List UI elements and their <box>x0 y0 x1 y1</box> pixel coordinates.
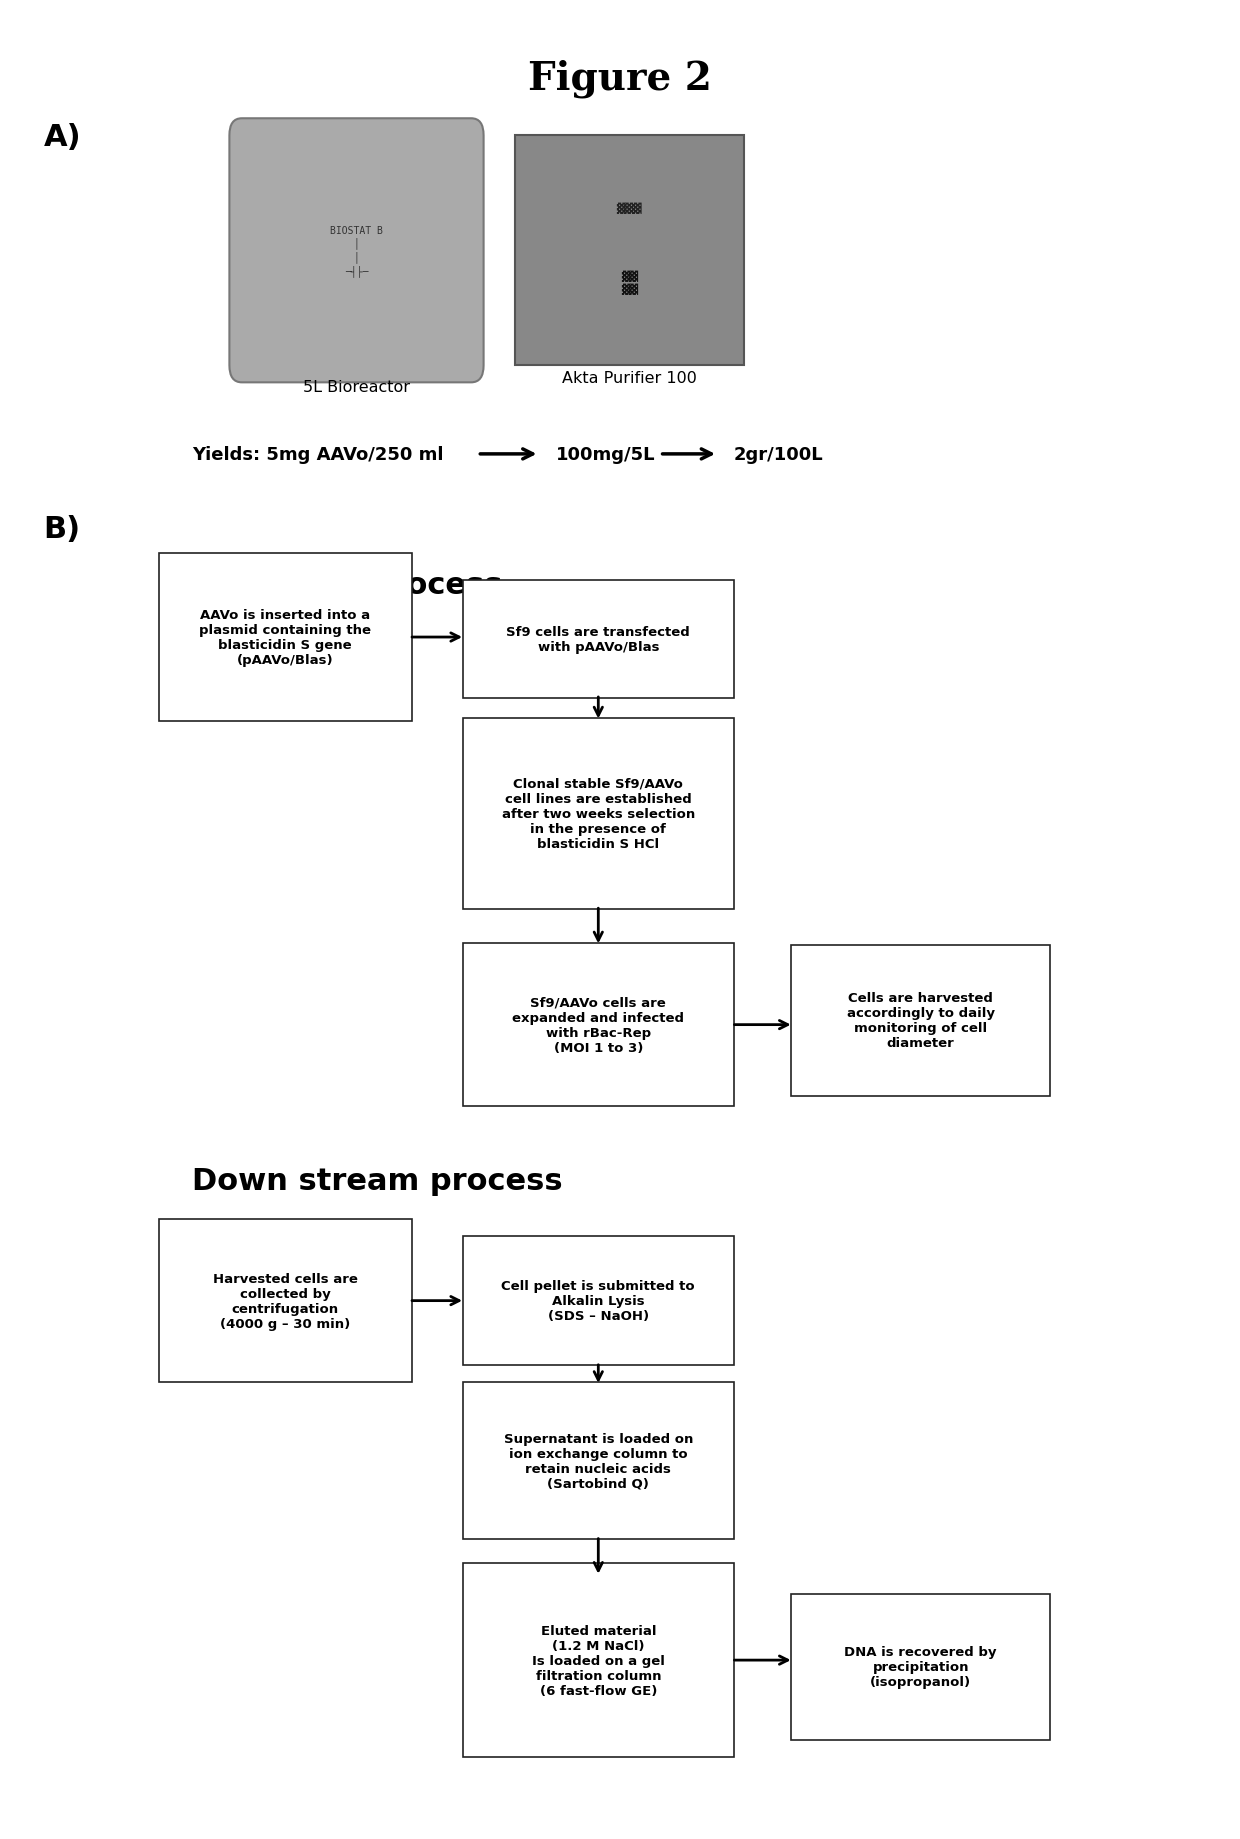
Text: Eluted material
(1.2 M NaCl)
Is loaded on a gel
filtration column
(6 fast-flow G: Eluted material (1.2 M NaCl) Is loaded o… <box>532 1624 665 1697</box>
Text: Supernatant is loaded on
ion exchange column to
retain nucleic acids
(Sartobind : Supernatant is loaded on ion exchange co… <box>503 1433 693 1490</box>
FancyBboxPatch shape <box>159 554 412 723</box>
Text: A): A) <box>43 123 81 151</box>
Text: Akta Purifier 100: Akta Purifier 100 <box>562 371 697 386</box>
FancyBboxPatch shape <box>515 136 744 366</box>
FancyBboxPatch shape <box>463 719 734 908</box>
Text: Cell pellet is submitted to
Alkalin Lysis
(SDS – NaOH): Cell pellet is submitted to Alkalin Lysi… <box>501 1280 696 1322</box>
Text: BIOSTAT B
│
│
─┤├─: BIOSTAT B │ │ ─┤├─ <box>330 226 383 276</box>
FancyBboxPatch shape <box>791 1594 1050 1740</box>
Text: 2gr/100L: 2gr/100L <box>734 445 823 463</box>
Text: Down stream process: Down stream process <box>192 1166 563 1195</box>
Text: Figure 2: Figure 2 <box>528 59 712 97</box>
Text: Yields: 5mg AAVo/250 ml: Yields: 5mg AAVo/250 ml <box>192 445 444 463</box>
FancyBboxPatch shape <box>229 120 484 383</box>
Text: Sf9 cells are transfected
with pAAVo/Blas: Sf9 cells are transfected with pAAVo/Bla… <box>506 625 691 653</box>
Text: Harvested cells are
collected by
centrifugation
(4000 g – 30 min): Harvested cells are collected by centrif… <box>213 1273 357 1330</box>
Text: ▓▓
▓▓: ▓▓ ▓▓ <box>621 270 637 296</box>
FancyBboxPatch shape <box>463 1236 734 1366</box>
Text: Upstream process: Upstream process <box>192 570 502 600</box>
Text: Cells are harvested
accordingly to daily
monitoring of cell
diameter: Cells are harvested accordingly to daily… <box>847 991 994 1050</box>
Text: 100mg/5L: 100mg/5L <box>556 445 655 463</box>
Text: DNA is recovered by
precipitation
(isopropanol): DNA is recovered by precipitation (isopr… <box>844 1646 997 1688</box>
Text: ▓▓▓: ▓▓▓ <box>616 202 642 215</box>
FancyBboxPatch shape <box>463 943 734 1107</box>
Text: B): B) <box>43 515 81 543</box>
Text: Sf9/AAVo cells are
expanded and infected
with rBac-Rep
(MOI 1 to 3): Sf9/AAVo cells are expanded and infected… <box>512 997 684 1054</box>
Text: 5L Bioreactor: 5L Bioreactor <box>303 379 410 395</box>
FancyBboxPatch shape <box>463 581 734 699</box>
FancyBboxPatch shape <box>791 945 1050 1096</box>
FancyBboxPatch shape <box>463 1563 734 1758</box>
FancyBboxPatch shape <box>463 1383 734 1539</box>
Text: Clonal stable Sf9/AAVo
cell lines are established
after two weeks selection
in t: Clonal stable Sf9/AAVo cell lines are es… <box>502 778 694 850</box>
FancyBboxPatch shape <box>159 1219 412 1383</box>
Text: AAVo is inserted into a
plasmid containing the
blasticidin S gene
(pAAVo/Blas): AAVo is inserted into a plasmid containi… <box>200 609 371 668</box>
